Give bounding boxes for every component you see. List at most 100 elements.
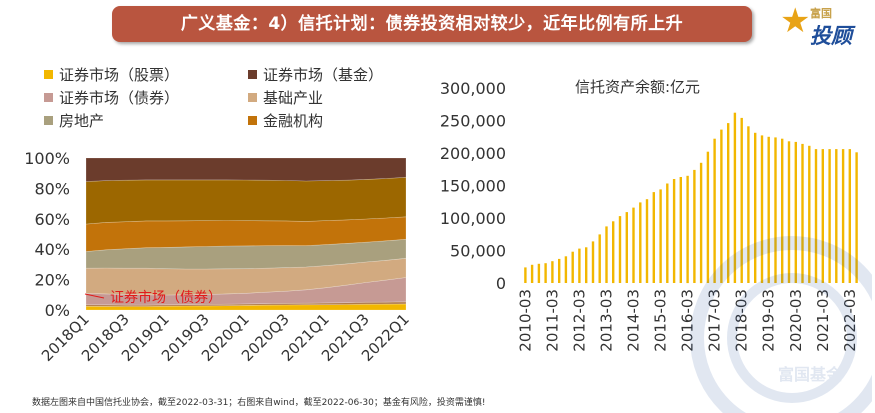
bar: [558, 258, 561, 283]
legend-swatch: [44, 116, 53, 125]
bar: [693, 169, 696, 283]
bar: [598, 234, 601, 283]
bar: [571, 251, 574, 283]
x-tick-label: 2016-03: [679, 289, 697, 352]
bar: [733, 112, 737, 283]
legend-item-fund: 证券市场（基金）: [248, 66, 383, 84]
bar: [767, 136, 770, 284]
legend-swatch: [44, 93, 53, 102]
legend-swatch: [248, 70, 257, 79]
y-tick-label: 50,000: [450, 242, 506, 261]
area-layer-0: [85, 303, 407, 311]
legend-label: 证券市场（基金）: [263, 66, 384, 84]
bar: [828, 149, 831, 283]
y-tick-label: 0%: [45, 301, 70, 320]
bar: [585, 247, 588, 284]
bar: [652, 192, 655, 283]
y-tick-label: 100%: [24, 149, 70, 168]
annotation-label: 证券市场（债券）: [110, 289, 222, 306]
legend-swatch: [248, 116, 257, 125]
x-axis: 2018Q12018Q32019Q12019Q32020Q12020Q32021…: [38, 310, 413, 365]
bar: [787, 141, 791, 283]
bar: [625, 212, 628, 283]
bar: [686, 175, 689, 284]
x-tick-label: 2015-03: [652, 289, 670, 352]
bar: [747, 126, 750, 283]
x-tick-label: 2021-03: [814, 289, 832, 352]
bar: [537, 263, 541, 283]
x-tick-label: 2011-03: [543, 289, 561, 352]
logo-main-text: 投顾: [810, 24, 852, 48]
star-icon: ★: [780, 1, 811, 41]
legend-item-financial-institutions: 金融机构: [248, 112, 323, 130]
y-axis: 0% 20% 40% 60% 80% 100%: [24, 149, 70, 320]
annotation-arrow: [84, 293, 105, 299]
x-tick-label: 2013-03: [598, 289, 616, 352]
legend-label: 证券市场（股票）: [59, 66, 180, 84]
bar: [672, 179, 676, 283]
legend-swatch: [44, 70, 53, 79]
bar: [801, 143, 804, 283]
area-layers: [85, 157, 407, 311]
page-title: 广义基金：4）信托计划：债券投资相对较少，近年比例有所上升: [180, 14, 684, 34]
legend-item-stock: 证券市场（股票）: [44, 66, 179, 84]
y-axis: 0 50,000 100,000 150,000 200,000 250,000 300,0…: [440, 79, 506, 293]
y-tick-label: 100,000: [440, 209, 506, 228]
bar: [578, 248, 581, 283]
x-tick-label: 2012-03: [570, 289, 588, 352]
logo-top-text: 富国: [810, 7, 832, 20]
bar: [551, 261, 554, 283]
bar: [841, 149, 845, 283]
bar: [848, 149, 851, 283]
x-axis: 2010-03 2011-03 2012-03 2013-03 2014-03 2015-…: [516, 289, 858, 352]
bar: [835, 149, 838, 283]
y-tick-label: 150,000: [440, 177, 506, 196]
legend-label: 金融机构: [263, 112, 324, 130]
bar: [706, 151, 710, 283]
legend-label: 房地产: [59, 112, 105, 130]
bar: [720, 129, 723, 283]
y-tick-label: 60%: [34, 210, 70, 229]
bar: [713, 138, 716, 283]
bar: [808, 145, 811, 283]
legend-item-real-estate: 房地产: [44, 112, 104, 130]
y-tick-label: 200,000: [440, 144, 506, 163]
bar: [855, 152, 858, 283]
watermark-logo: 富国基金: [690, 236, 872, 413]
x-tick-label: 2014-03: [625, 289, 643, 352]
stacked-area-chart: 0% 20% 40% 60% 80% 100% 2018Q12018Q32019Q1201…: [24, 149, 413, 365]
bar: [645, 199, 649, 283]
legend-swatch: [248, 93, 257, 102]
bar: [666, 183, 669, 283]
bar: [659, 189, 662, 283]
bar: [618, 216, 622, 283]
y-tick-label: 80%: [34, 179, 70, 198]
bar: [760, 135, 764, 283]
legend-item-infrastructure: 基础产业: [248, 89, 323, 107]
bar: [699, 162, 703, 284]
footnote: 数据左图来自中国信托业协会，截至2022-03-31；右图来自wind，截至20…: [32, 398, 486, 408]
y-tick-label: 300,000: [440, 79, 506, 98]
bar: [821, 149, 824, 283]
y-tick-label: 40%: [34, 240, 70, 259]
chart-title: 信托资产余额:亿元: [575, 78, 700, 96]
bar: [605, 226, 608, 283]
x-tick-label: 2010-03: [516, 289, 534, 352]
legend-label: 证券市场（债券）: [59, 89, 180, 107]
area-layer-7: [85, 157, 407, 182]
bar: [530, 264, 534, 283]
bar-chart: 信托资产余额:亿元 0 50,000 100,000 150,000 200,000 25…: [440, 78, 859, 352]
bar: [794, 141, 797, 283]
area-layer-6: [85, 176, 407, 225]
bar: [632, 207, 635, 283]
bar: [612, 221, 615, 284]
bar: [774, 137, 777, 283]
x-tick-label: 2020-03: [787, 289, 805, 352]
x-tick-label: 2017-03: [706, 289, 724, 352]
y-tick-label: 20%: [34, 271, 70, 290]
legend-label: 基础产业: [263, 89, 324, 107]
bar: [564, 256, 568, 283]
bar: [740, 117, 743, 284]
bar: [727, 123, 730, 283]
bar: [679, 177, 682, 283]
